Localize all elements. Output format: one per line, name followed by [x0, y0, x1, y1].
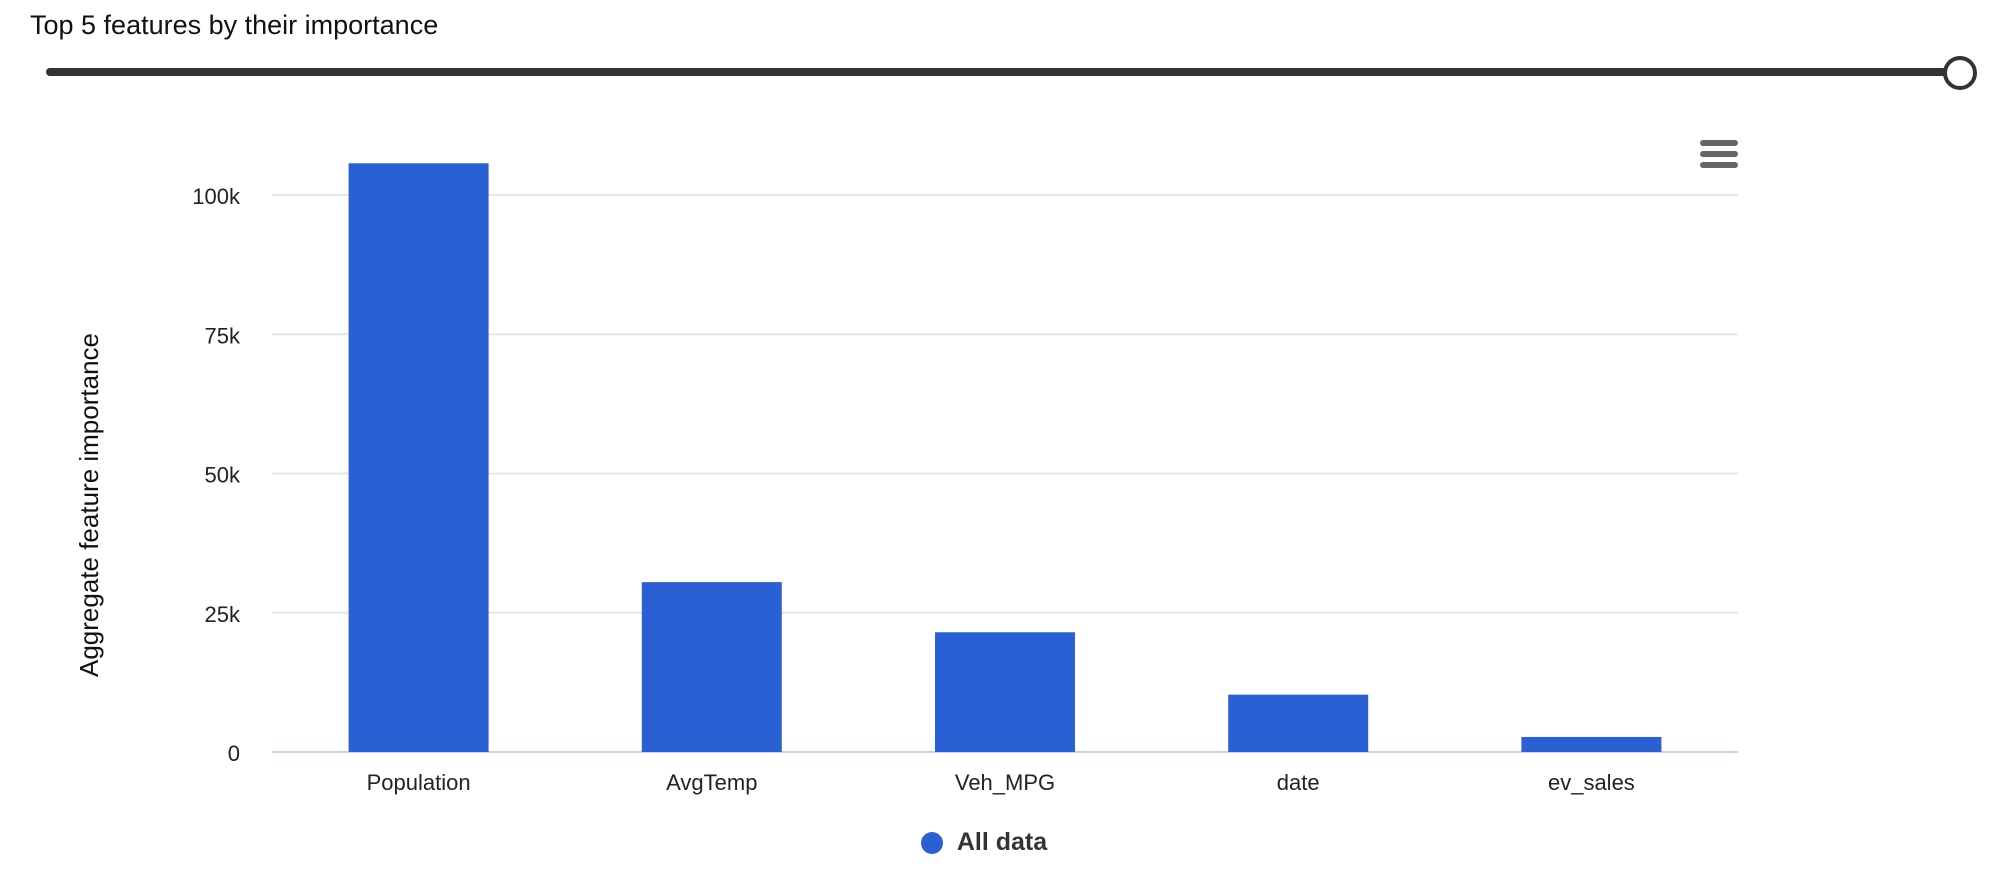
chart-title: Top 5 features by their importance — [30, 10, 439, 40]
x-tick-label: ev_sales — [1548, 770, 1635, 795]
legend-label: All data — [956, 828, 1048, 856]
x-tick-label: Population — [367, 770, 471, 795]
feature-count-slider-thumb[interactable] — [1943, 56, 1977, 90]
legend: All data — [0, 828, 1998, 857]
legend-marker — [920, 831, 943, 854]
bar-avgtemp[interactable] — [641, 582, 782, 752]
y-tick-label: 0 — [228, 741, 240, 766]
feature-count-slider-track[interactable] — [46, 68, 1962, 76]
y-tick-label: 100k — [192, 184, 241, 209]
y-axis-label: Aggregate feature importance — [74, 333, 104, 677]
hamburger-menu-icon — [1700, 140, 1738, 146]
legend-item-all-data[interactable]: All data — [920, 828, 1048, 857]
y-tick-label: 25k — [205, 602, 241, 627]
bar-ev-sales[interactable] — [1521, 736, 1662, 752]
y-tick-label: 75k — [205, 323, 241, 348]
bar-date[interactable] — [1228, 694, 1369, 752]
y-tick-label: 50k — [205, 463, 241, 488]
x-tick-label: date — [1277, 770, 1320, 795]
x-tick-label: AvgTemp — [666, 770, 757, 795]
bar-veh-mpg[interactable] — [935, 632, 1075, 752]
bar-population[interactable] — [348, 163, 489, 753]
x-tick-label: Veh_MPG — [955, 770, 1055, 795]
chart-menu-button[interactable] — [1700, 140, 1738, 174]
